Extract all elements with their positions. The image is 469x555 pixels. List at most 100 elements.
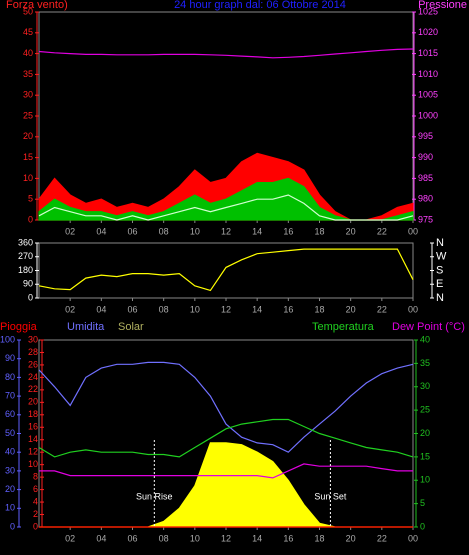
legend-label: Pioggia [0,321,38,333]
y-tick-label: 1010 [418,69,438,79]
x-tick-label: 20 [346,304,356,314]
x-tick-label: 10 [190,304,200,314]
y-tick-label: 4 [33,496,38,506]
series-line [38,248,414,292]
y-tick-label: 30 [28,334,38,344]
y-tick-label: 975 [418,214,433,224]
y-tick-label: 270 [18,251,33,261]
y-tick-label: 10 [420,475,430,485]
y-tick-label: 0 [420,521,425,531]
y-tick-label: 26 [28,359,38,369]
y-tick-label: 50 [5,428,15,438]
y-tick-label: 2 [33,509,38,519]
y-tick-label: 18 [28,409,38,419]
y-tick-label: 980 [418,194,433,204]
y-tick-label: 90 [5,353,15,363]
y-tick-label: 40 [23,48,33,58]
y-tick-label: 20 [420,428,430,438]
y-tick-label: 1000 [418,110,438,120]
y-tick-label: W [436,251,447,263]
x-tick-label: 12 [221,533,231,543]
x-tick-label: 12 [221,226,231,236]
x-tick-label: 20 [346,533,356,543]
series-line [39,463,413,479]
area [38,152,414,221]
y-tick-label: 1005 [418,90,438,100]
y-tick-label: 50 [23,6,33,16]
y-tick-label: 1025 [418,6,438,16]
x-tick-label: 14 [252,304,262,314]
y-tick-label: 1015 [418,48,438,58]
legend-label: Solar [118,321,144,333]
y-tick-label: 180 [18,265,33,275]
x-tick-label: 22 [377,226,387,236]
x-tick-label: 02 [65,226,75,236]
x-tick-label: 16 [283,533,293,543]
x-tick-label: 02 [65,533,75,543]
x-tick-label: 06 [127,226,137,236]
x-tick-label: 06 [127,533,137,543]
y-tick-label: 80 [5,372,15,382]
y-tick-label: 360 [18,237,33,247]
legend-label: Dew Point (°C) [392,321,465,333]
x-tick-label: 10 [190,226,200,236]
y-tick-label: 10 [5,503,15,513]
y-tick-label: 40 [420,334,430,344]
y2-axis-label: Pressione [418,0,467,11]
y-tick-label: 30 [5,465,15,475]
y-tick-label: 6 [33,484,38,494]
plot-frame [38,242,414,299]
y-tick-label: 30 [23,90,33,100]
y-tick-label: 1020 [418,27,438,37]
y-tick-label: 35 [420,358,430,368]
series-line [38,48,414,59]
y-tick-label: S [436,264,443,276]
series-line [38,418,414,458]
x-tick-label: 16 [283,226,293,236]
y-tick-label: 10 [23,173,33,183]
y-tick-label: 40 [5,447,15,457]
y-tick-label: 5 [28,194,33,204]
y-tick-label: 0 [33,521,38,531]
y-tick-label: 25 [420,405,430,415]
y-tick-label: 985 [418,173,433,183]
x-tick-label: 18 [314,304,324,314]
y-tick-label: 0 [10,521,15,531]
x-tick-label: 18 [314,533,324,543]
y-tick-label: 20 [28,397,38,407]
x-tick-label: 04 [96,304,106,314]
y-tick-label: 12 [28,447,38,457]
y-tick-label: 990 [418,152,433,162]
y-tick-label: 45 [23,27,33,37]
x-tick-label: 06 [127,304,137,314]
y-tick-label: E [436,278,443,290]
x-tick-label: 14 [252,533,262,543]
x-tick-label: 20 [346,226,356,236]
annotation: Sun Set [314,491,347,501]
x-tick-label: 04 [96,533,106,543]
x-tick-label: 18 [314,226,324,236]
x-tick-label: 02 [65,304,75,314]
y-tick-label: 0 [28,214,33,224]
y-tick-label: 14 [28,434,38,444]
y-tick-label: 70 [5,390,15,400]
x-tick-label: 12 [221,304,231,314]
x-tick-label: 00 [408,533,418,543]
y-tick-label: 24 [28,372,38,382]
y-tick-label: N [436,292,444,304]
y-tick-label: 20 [5,484,15,494]
series-line [38,361,414,453]
y-tick-label: 30 [420,381,430,391]
x-tick-label: 08 [159,533,169,543]
y-axis-label: Forza vento) [6,0,68,11]
y-tick-label: 16 [28,422,38,432]
series-line [38,194,414,221]
y-tick-label: 28 [28,347,38,357]
y-tick-label: 0 [28,292,33,302]
x-tick-label: 00 [408,304,418,314]
area [39,442,413,528]
y-tick-label: 100 [0,334,15,344]
y-tick-label: 20 [23,131,33,141]
